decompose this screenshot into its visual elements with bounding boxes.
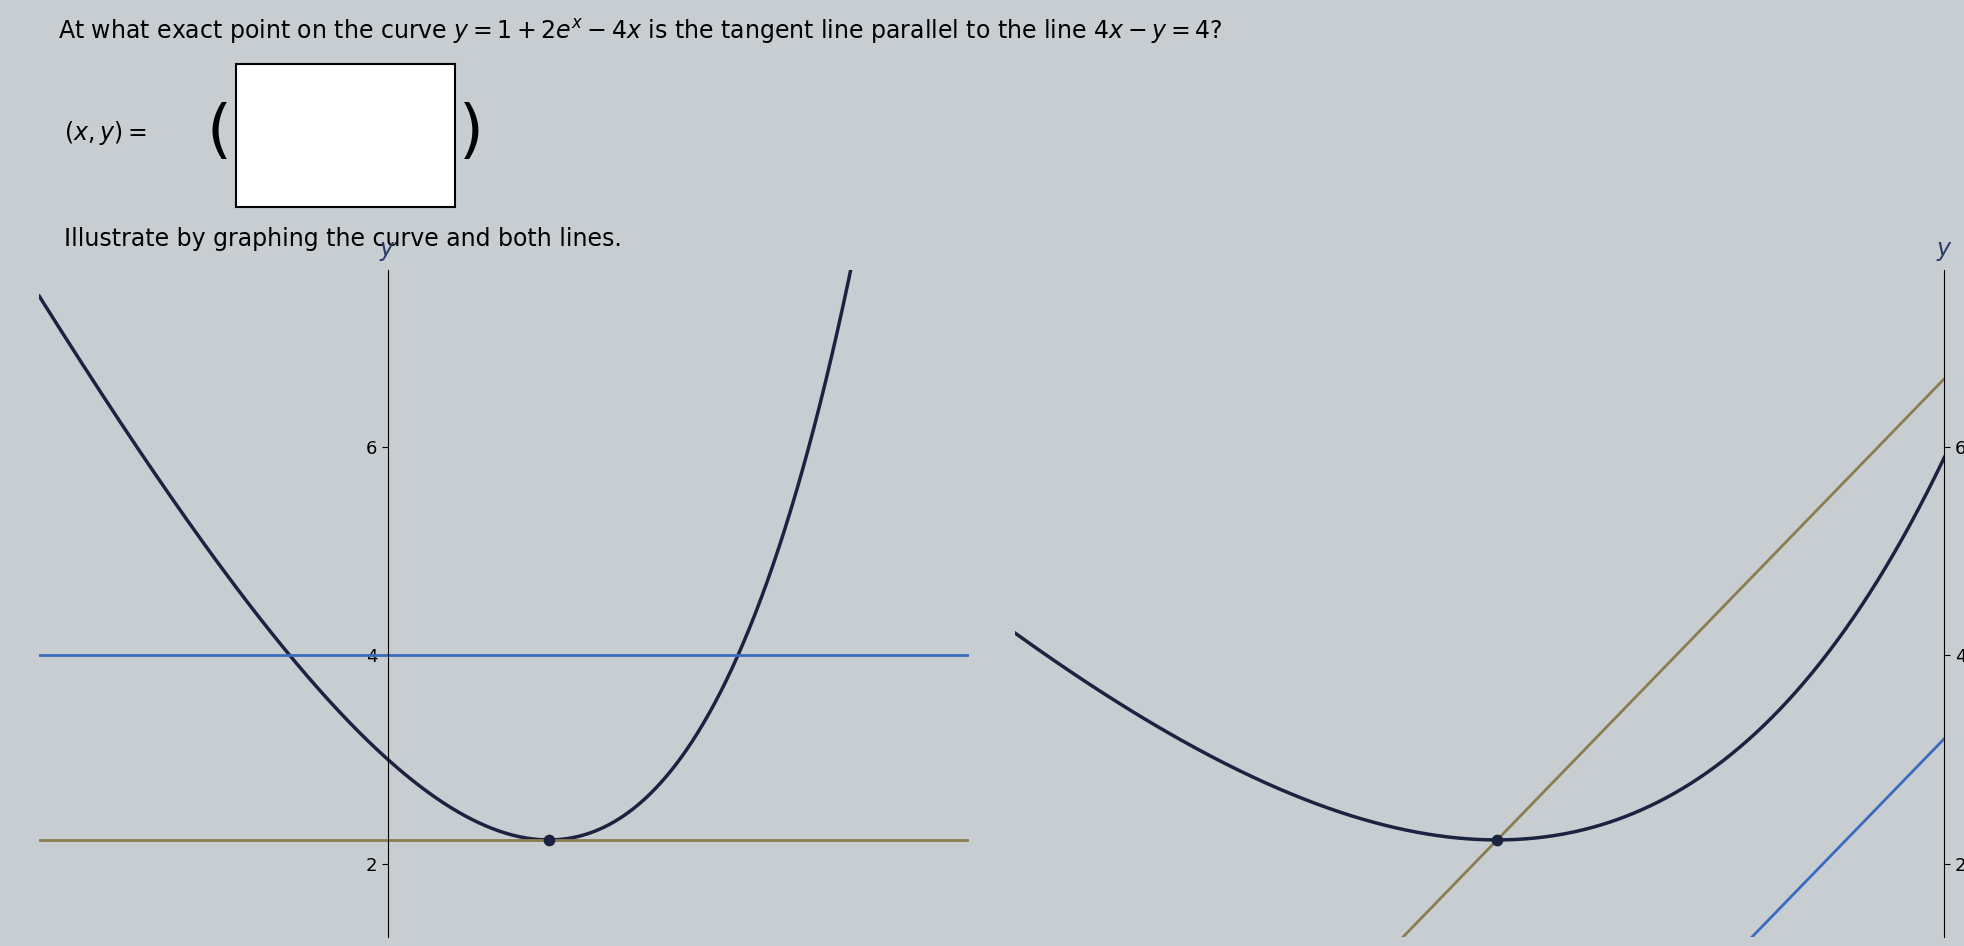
Text: At what exact point on the curve $y = 1 + 2e^x - 4x$ is the tangent line paralle: At what exact point on the curve $y = 1 … <box>59 17 1224 45</box>
Text: $(x, y) =$: $(x, y) =$ <box>65 119 147 147</box>
Point <box>1481 832 1512 848</box>
FancyBboxPatch shape <box>236 63 454 207</box>
Text: $y$: $y$ <box>379 239 397 263</box>
Point <box>532 832 564 848</box>
Text: $y$: $y$ <box>1937 239 1952 263</box>
Text: Illustrate by graphing the curve and both lines.: Illustrate by graphing the curve and bot… <box>65 227 623 251</box>
Text: ): ) <box>458 102 483 164</box>
Text: (: ( <box>206 102 232 164</box>
